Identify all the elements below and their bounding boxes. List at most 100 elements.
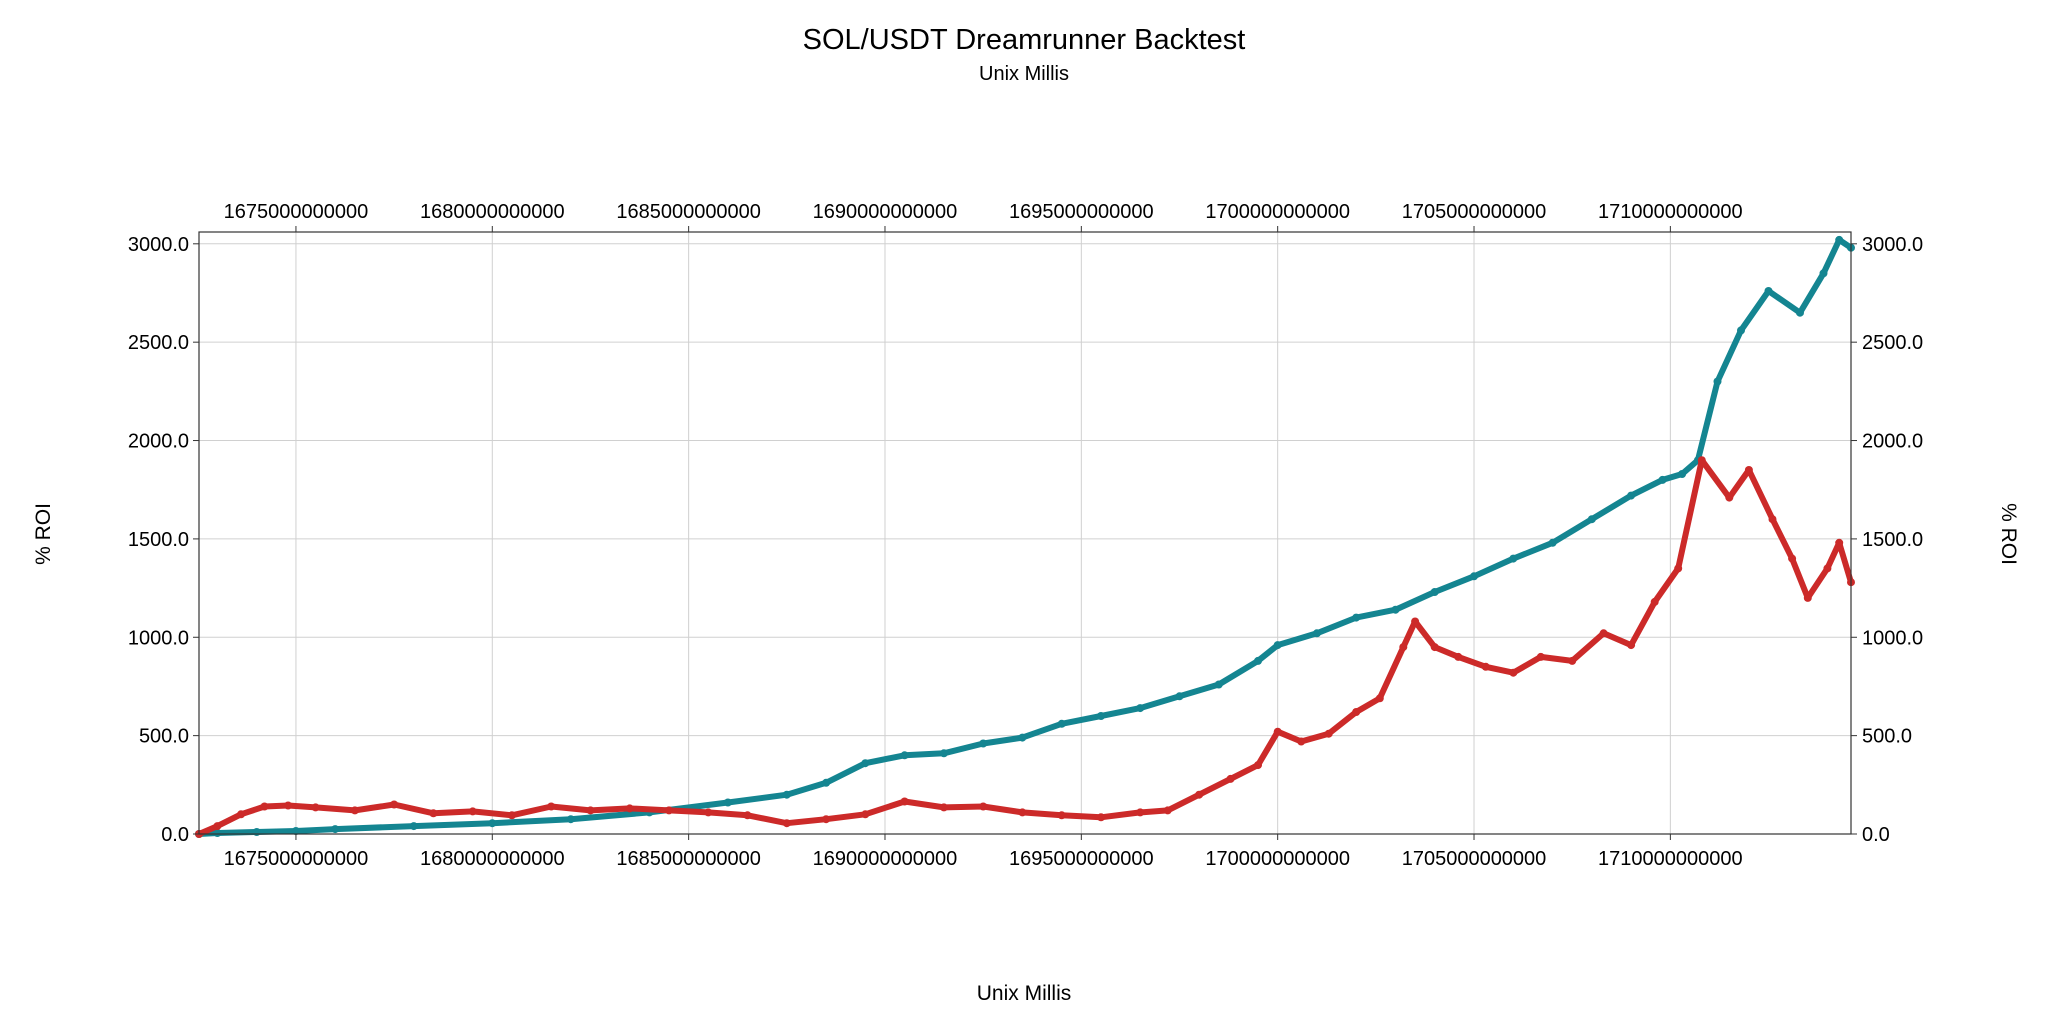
series-1-point (1737, 326, 1745, 335)
series-2-point (1297, 737, 1306, 746)
series-1-point (1509, 554, 1518, 563)
series-2-point (1674, 564, 1683, 573)
y-tick-label-right: 0.0 (1862, 824, 1890, 846)
series-1-point (1627, 491, 1636, 500)
series-2-point (625, 804, 634, 813)
y-tick-label-right: 1000.0 (1862, 627, 1923, 649)
series-1-point (1796, 308, 1804, 317)
series-1-point (1678, 470, 1687, 478)
data-series (195, 235, 1855, 838)
x-tick-label-top: 1710000000000 (1598, 201, 1743, 223)
y-tick-label-right: 2500.0 (1862, 332, 1923, 354)
y-tick-label-right: 3000.0 (1862, 234, 1923, 256)
series-2-point (429, 809, 438, 818)
series-2-point (1725, 493, 1734, 502)
series-1-point (213, 829, 222, 837)
series-1-point (291, 827, 300, 835)
series-1-point (1057, 719, 1066, 728)
series-2-point (507, 811, 516, 820)
series-2-point (900, 797, 909, 806)
series-2-point (260, 802, 269, 811)
x-tick-label-top: 1705000000000 (1402, 201, 1547, 223)
series-2-point (1411, 617, 1420, 626)
series-2-point (1430, 643, 1439, 652)
x-tick-label-top: 1680000000000 (420, 201, 565, 223)
series-1-point (1254, 656, 1262, 665)
series-2-point (1788, 554, 1797, 563)
series-1-point (252, 828, 261, 836)
series-1-point (1352, 613, 1361, 622)
series-1-trace (196, 236, 1854, 837)
series-1-point (979, 739, 988, 748)
series-2-point (665, 806, 673, 815)
series-2-point (822, 815, 831, 824)
series-2-point (979, 802, 988, 811)
series-1-point (1312, 629, 1321, 638)
x-tick-label-bottom: 1695000000000 (1009, 848, 1154, 870)
series-2-point (1509, 668, 1518, 677)
x-tick-label-bottom: 1675000000000 (224, 848, 369, 870)
chart-title: SOL/USDT Dreamrunner Backtest (803, 24, 1246, 56)
series-2-point (1744, 466, 1753, 474)
series-2-point (743, 811, 752, 820)
y-tick-label-right: 1500.0 (1862, 529, 1923, 551)
x-axis-title: Unix Millis (977, 982, 1072, 1005)
series-1-point (1273, 641, 1282, 650)
series-2-point (1768, 515, 1777, 524)
series-1-point (900, 751, 909, 760)
series-2-point (939, 803, 948, 812)
series-2-trace (196, 457, 1854, 837)
series-2-point (1136, 808, 1145, 817)
y-axis-title-right: % ROI (1997, 503, 2020, 565)
series-1-point (1136, 704, 1145, 713)
series-1-point (1548, 538, 1557, 547)
series-2-point (1454, 652, 1463, 661)
series-1-point (1430, 588, 1439, 596)
y-tick-label-left: 2000.0 (128, 431, 189, 453)
series-2-point (1057, 811, 1066, 820)
series-1-point (1018, 733, 1027, 742)
series-1-point (1835, 235, 1844, 244)
series-1-point (566, 815, 575, 824)
series-2-point (1627, 641, 1636, 650)
series-2-point (1254, 761, 1262, 770)
series-2-point (390, 800, 399, 809)
series-2-point (586, 806, 595, 815)
series-2-point (1163, 806, 1172, 815)
series-1-point (409, 822, 418, 831)
series-1-point (1175, 692, 1184, 701)
series-2-point (1536, 652, 1545, 661)
x-tick-label-top: 1690000000000 (813, 201, 958, 223)
series-1-point (861, 759, 870, 768)
axis-ticks: 1675000000000 1675000000000 1680000000000 1… (128, 201, 1923, 870)
series-2-point (237, 810, 245, 819)
y-tick-label-left: 2500.0 (128, 332, 189, 354)
series-2-point (1399, 643, 1408, 652)
plot-area-frame (198, 231, 1852, 835)
series-1-point (1214, 680, 1223, 689)
x-tick-label-bottom: 1700000000000 (1205, 848, 1350, 870)
series-1-point (331, 825, 340, 834)
series-2-point (704, 808, 713, 817)
series-1-point (1587, 515, 1596, 524)
series-1-point (822, 778, 831, 787)
series-2-point (213, 822, 222, 831)
series-2-point (547, 802, 556, 811)
series-1-point (1470, 572, 1478, 581)
x-tick-label-bottom: 1690000000000 (813, 848, 958, 870)
x-tick-label-top: 1685000000000 (616, 201, 761, 223)
y-axis-title-left: % ROI (32, 503, 55, 565)
series-2-point (1697, 456, 1706, 465)
x-tick-label-bottom: 1705000000000 (1402, 848, 1547, 870)
series-1-point (1391, 605, 1400, 614)
series-1-point (1097, 712, 1105, 720)
series-2-point (1375, 694, 1384, 703)
y-tick-label-right: 2000.0 (1862, 431, 1923, 453)
series-2-point (1481, 662, 1490, 671)
series-2-point (284, 801, 293, 810)
series-2-point (1803, 593, 1812, 602)
series-2-point (311, 803, 320, 812)
series-2-point (1650, 597, 1659, 606)
